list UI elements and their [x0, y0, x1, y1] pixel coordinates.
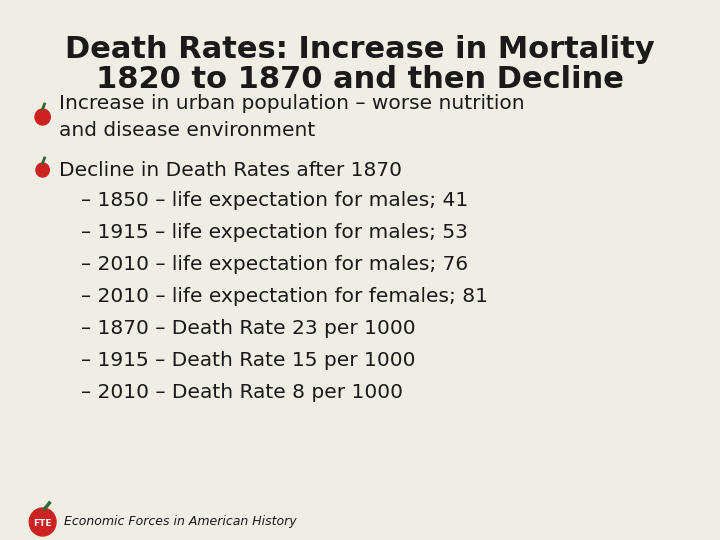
Text: – 1870 – Death Rate 23 per 1000: – 1870 – Death Rate 23 per 1000: [81, 319, 415, 338]
Circle shape: [36, 163, 50, 177]
Text: 1820 to 1870 and then Decline: 1820 to 1870 and then Decline: [96, 65, 624, 94]
Text: – 1850 – life expectation for males; 41: – 1850 – life expectation for males; 41: [81, 191, 468, 210]
Text: Increase in urban population – worse nutrition
and disease environment: Increase in urban population – worse nut…: [59, 94, 524, 140]
Circle shape: [35, 109, 50, 125]
Text: Decline in Death Rates after 1870: Decline in Death Rates after 1870: [59, 160, 402, 179]
Text: – 2010 – Death Rate 8 per 1000: – 2010 – Death Rate 8 per 1000: [81, 382, 403, 402]
Text: – 1915 – Death Rate 15 per 1000: – 1915 – Death Rate 15 per 1000: [81, 350, 415, 369]
Text: – 2010 – life expectation for females; 81: – 2010 – life expectation for females; 8…: [81, 287, 488, 306]
Text: Death Rates: Increase in Mortality: Death Rates: Increase in Mortality: [65, 36, 655, 64]
Text: – 1915 – life expectation for males; 53: – 1915 – life expectation for males; 53: [81, 222, 468, 241]
Text: FTE: FTE: [33, 519, 52, 529]
Circle shape: [30, 508, 56, 536]
Text: – 2010 – life expectation for males; 76: – 2010 – life expectation for males; 76: [81, 254, 468, 273]
Text: Economic Forces in American History: Economic Forces in American History: [63, 516, 297, 529]
